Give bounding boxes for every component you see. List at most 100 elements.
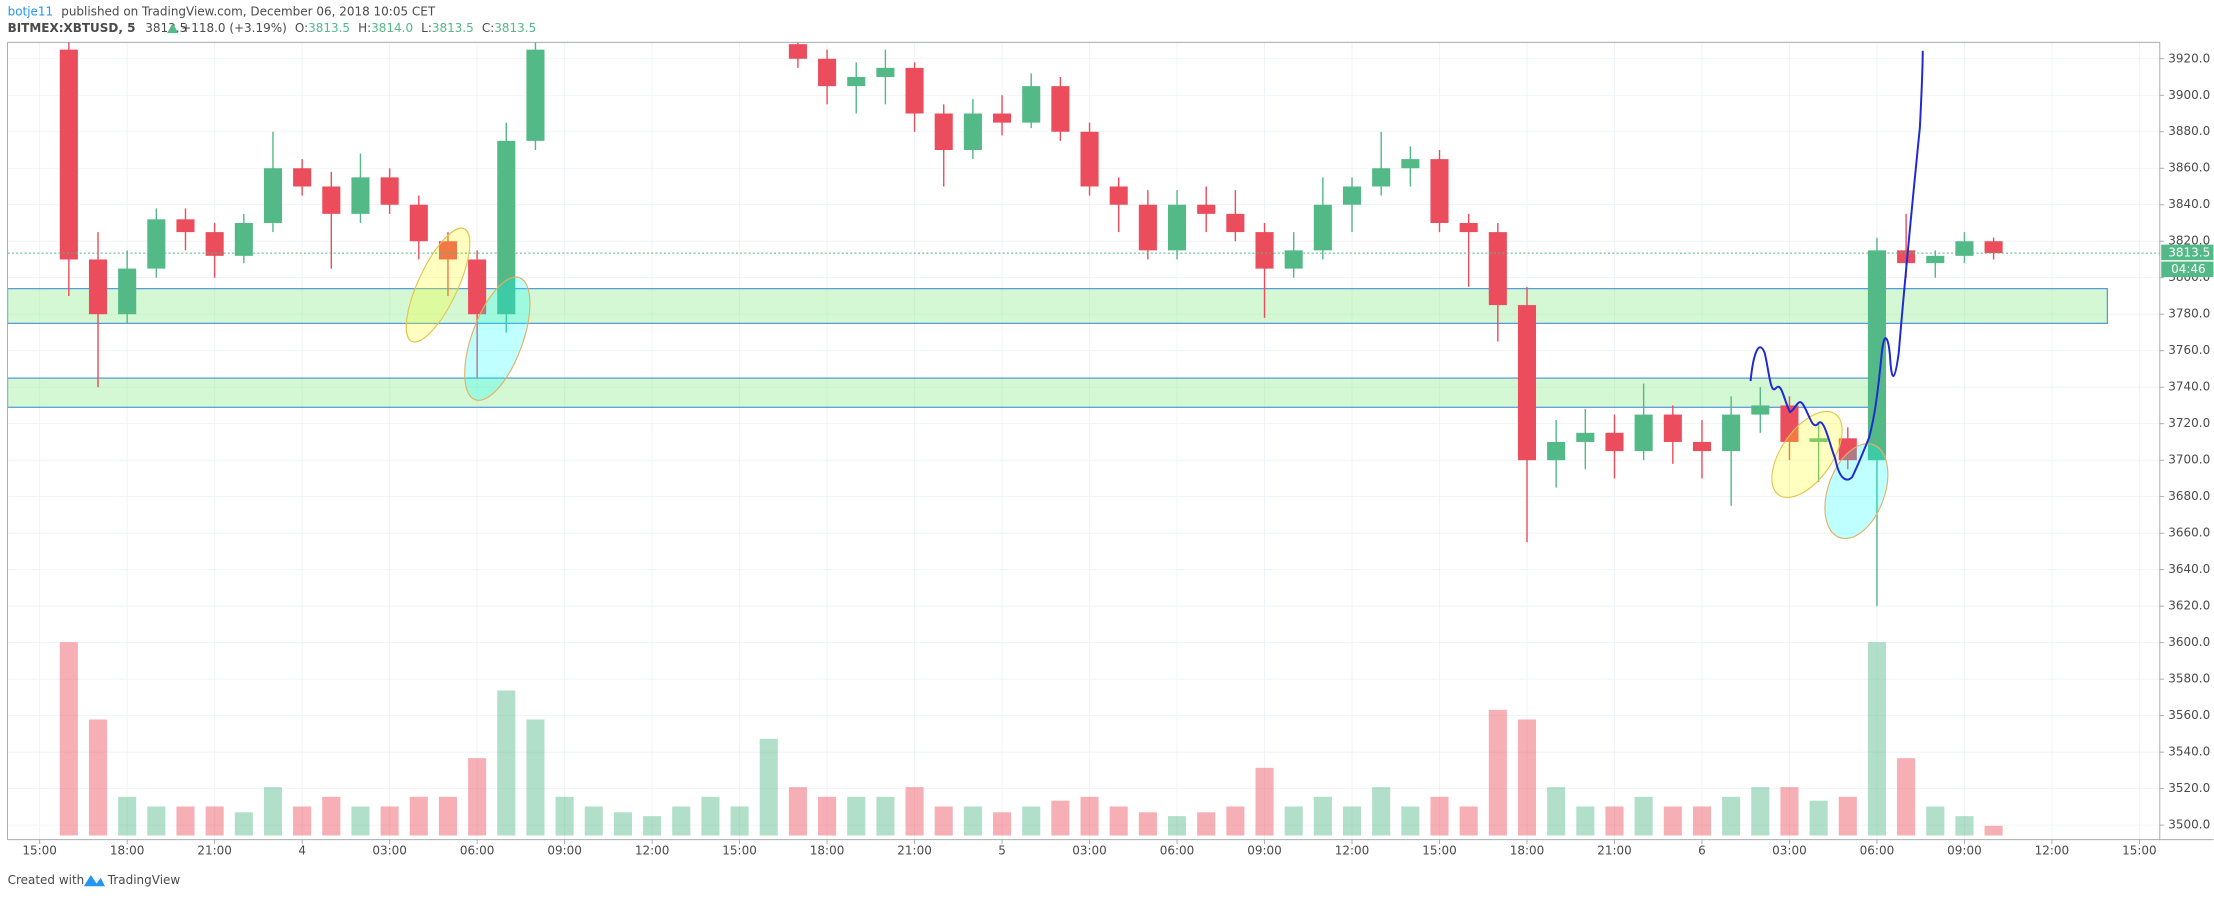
axes: 3500.0 3520.0 3540.0 3560.0 3580.0 3600.0 3620… [22, 51, 2210, 857]
candle-body [1838, 438, 1857, 461]
h-label: H: [358, 21, 371, 35]
up-arrow [167, 23, 179, 34]
volume-bar [118, 796, 137, 836]
volume-bar [1372, 787, 1391, 836]
volume-bar [759, 738, 778, 836]
candle-body [438, 241, 457, 260]
volume-bar [876, 796, 895, 836]
y-tick-label: 3520.0 [2168, 781, 2210, 795]
highlight-ellipse [464, 276, 531, 401]
y-tick-label: 3920.0 [2168, 51, 2210, 65]
volume-bar [1926, 806, 1945, 836]
candle-body [818, 58, 837, 87]
y-tick-label: 3820.0 [2168, 234, 2210, 248]
countdown-tag [2161, 261, 2214, 278]
volume-bar [701, 796, 720, 836]
candle-body [934, 113, 953, 150]
y-tick-label: 3500.0 [2168, 818, 2210, 832]
x-tick-label: 6 [1698, 844, 1706, 858]
x-tick-label: 21:00 [197, 844, 232, 858]
candle-body [963, 113, 982, 150]
y-tick-label: 3900.0 [2168, 88, 2210, 102]
volume-bar [1692, 806, 1712, 836]
o-label: O: [295, 21, 308, 35]
volume-bar [672, 806, 691, 836]
candle-body [1576, 432, 1595, 442]
x-tick-label: 21:00 [1597, 844, 1632, 858]
created-with: Created with [8, 873, 85, 887]
candle-body [468, 259, 487, 315]
volume-bar [59, 642, 78, 836]
volume-bar [1488, 709, 1507, 836]
o-value: 3813.5 [308, 21, 350, 35]
candle-body [1722, 414, 1741, 452]
header-line: botje11 published on TradingView.com, De… [8, 4, 436, 18]
zone-layer [7, 288, 2108, 408]
countdown-label: 04:46 [2171, 262, 2206, 276]
volume-bar [380, 806, 399, 836]
x-tick-label: 15:00 [722, 844, 757, 858]
brand-logo [83, 875, 105, 887]
change: +118.0 (+3.19%) [181, 21, 287, 35]
x-tick-label: 18:00 [110, 844, 145, 858]
x-tick-label: 21:00 [897, 844, 932, 858]
candle-body [1488, 232, 1507, 306]
x-tick-label: 09:00 [1247, 844, 1282, 858]
volume-bar [1284, 806, 1303, 836]
highlight-ellipse [1771, 410, 1843, 499]
candle-body [1867, 250, 1886, 461]
y-tick-label: 3660.0 [2168, 526, 2210, 540]
annotations [405, 50, 1924, 540]
volume-bar [205, 806, 224, 836]
candle-body [1197, 204, 1216, 214]
candle-body [1080, 131, 1099, 187]
symbol: BITMEX:XBTUSD, 5 [8, 21, 136, 35]
x-tick-label: 15:00 [22, 844, 57, 858]
volume-bar [176, 806, 195, 836]
candle-body [1430, 159, 1449, 223]
candle-body [1342, 186, 1362, 205]
last-price-label: 3813.5 [2168, 246, 2210, 260]
volume-bar [934, 806, 953, 836]
candle-body [1517, 305, 1537, 461]
volume-bar [1984, 825, 2003, 836]
y-tick-label: 3840.0 [2168, 197, 2210, 211]
candle-body [876, 67, 895, 78]
y-tick-label: 3680.0 [2168, 489, 2210, 503]
volume-bar [1809, 800, 1828, 836]
x-tick-label: 06:00 [1160, 844, 1195, 858]
y-tick-label: 3700.0 [2168, 453, 2210, 467]
candle-body [1955, 241, 1974, 256]
candle-body [1926, 255, 1945, 264]
volume-bar [1313, 796, 1332, 836]
volume-bar [1722, 796, 1741, 836]
y-tick-label: 3640.0 [2168, 562, 2210, 576]
volume-bar [1605, 806, 1624, 836]
highlight-ellipse [405, 227, 471, 343]
candle-body [993, 113, 1012, 123]
x-tick-label: 15:00 [1422, 844, 1457, 858]
candle-body [322, 186, 341, 214]
candle-body [351, 177, 370, 214]
price-zone [7, 377, 1875, 408]
candle-body [905, 67, 924, 114]
volume-bar [438, 796, 457, 836]
volume-bar [613, 812, 632, 836]
y-tick-label: 3540.0 [2168, 745, 2210, 759]
x-tick-label: 06:00 [1860, 844, 1895, 858]
y-tick-label: 3580.0 [2168, 672, 2210, 686]
candle-body [234, 222, 253, 256]
candle-body [1167, 204, 1187, 251]
volume-bar [1255, 767, 1274, 836]
volume-bar [555, 796, 574, 836]
volume-bar [1401, 806, 1420, 836]
candle-body [497, 140, 516, 315]
volume-bar [1138, 812, 1157, 836]
volume-bar [1430, 796, 1449, 836]
x-tick-label: 12:00 [2035, 844, 2070, 858]
candle-body [409, 204, 428, 242]
candle-body [1984, 241, 2003, 254]
volume-bar [643, 816, 662, 836]
candle-body [1255, 232, 1274, 269]
volume-bar [788, 787, 807, 836]
